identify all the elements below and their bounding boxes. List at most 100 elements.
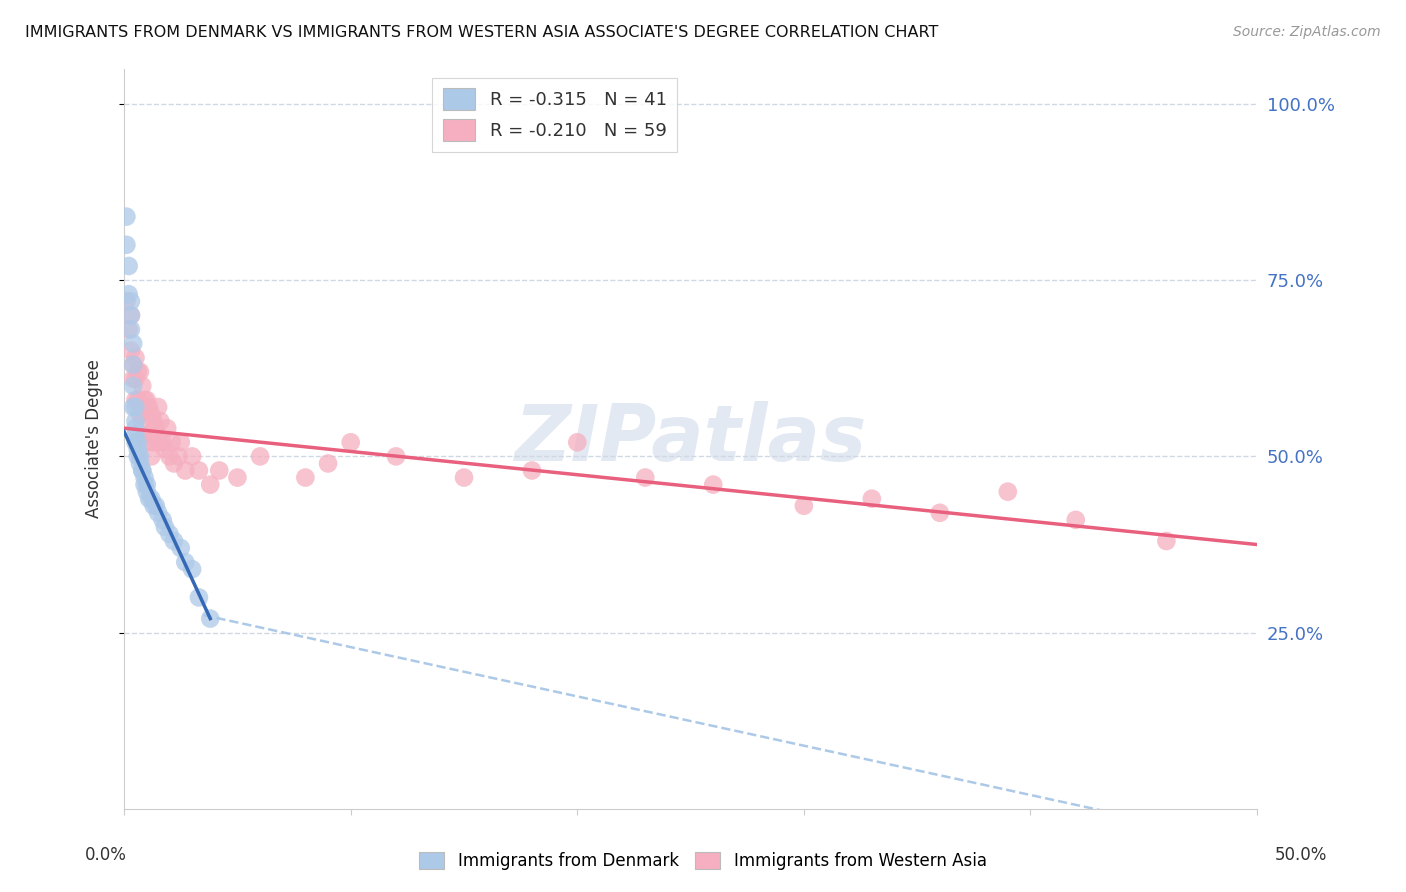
Point xyxy=(153,442,176,457)
Point xyxy=(226,470,249,484)
Point xyxy=(170,435,193,450)
Point xyxy=(793,499,815,513)
Point xyxy=(129,407,152,421)
Point xyxy=(174,555,197,569)
Point xyxy=(124,428,146,442)
Point xyxy=(122,336,145,351)
Point xyxy=(860,491,883,506)
Point xyxy=(160,435,183,450)
Point xyxy=(138,491,160,506)
Text: ZIPatlas: ZIPatlas xyxy=(515,401,866,476)
Point xyxy=(145,421,167,435)
Point xyxy=(1064,513,1087,527)
Point xyxy=(163,457,186,471)
Point xyxy=(152,513,174,527)
Point xyxy=(131,414,153,428)
Point xyxy=(145,499,167,513)
Point xyxy=(115,294,138,309)
Point xyxy=(120,309,142,323)
Point xyxy=(567,435,589,450)
Point xyxy=(174,463,197,477)
Point xyxy=(127,392,149,407)
Point xyxy=(208,463,231,477)
Point xyxy=(118,322,141,336)
Point xyxy=(187,591,209,605)
Point xyxy=(997,484,1019,499)
Point xyxy=(163,534,186,549)
Point xyxy=(134,477,156,491)
Point xyxy=(131,463,153,477)
Point xyxy=(122,372,145,386)
Point xyxy=(124,392,146,407)
Point xyxy=(120,294,142,309)
Point xyxy=(135,435,157,450)
Point xyxy=(129,365,152,379)
Point xyxy=(131,379,153,393)
Point xyxy=(385,450,408,464)
Point xyxy=(294,470,316,484)
Point xyxy=(115,210,138,224)
Point xyxy=(146,435,169,450)
Point xyxy=(124,400,146,414)
Point xyxy=(124,435,146,450)
Point xyxy=(1156,534,1178,549)
Y-axis label: Associate's Degree: Associate's Degree xyxy=(86,359,103,518)
Point xyxy=(141,491,163,506)
Point xyxy=(135,484,157,499)
Point xyxy=(122,358,145,372)
Point xyxy=(124,372,146,386)
Point xyxy=(127,450,149,464)
Point xyxy=(134,470,156,484)
Point xyxy=(181,450,204,464)
Point xyxy=(134,392,156,407)
Legend: R = -0.315   N = 41, R = -0.210   N = 59: R = -0.315 N = 41, R = -0.210 N = 59 xyxy=(432,78,678,153)
Point xyxy=(120,343,142,358)
Point xyxy=(200,477,222,491)
Point xyxy=(127,435,149,450)
Point xyxy=(928,506,950,520)
Point xyxy=(149,414,172,428)
Point xyxy=(520,463,543,477)
Point xyxy=(134,428,156,442)
Point xyxy=(702,477,724,491)
Point xyxy=(153,520,176,534)
Text: 50.0%: 50.0% xyxy=(1274,846,1327,863)
Point xyxy=(129,457,152,471)
Point xyxy=(146,400,169,414)
Point xyxy=(120,309,142,323)
Point xyxy=(118,259,141,273)
Point xyxy=(142,499,165,513)
Point xyxy=(135,392,157,407)
Point xyxy=(138,400,160,414)
Point xyxy=(316,457,339,471)
Point xyxy=(135,477,157,491)
Point xyxy=(453,470,475,484)
Point xyxy=(634,470,657,484)
Point xyxy=(141,450,163,464)
Point xyxy=(124,351,146,365)
Point xyxy=(122,379,145,393)
Point xyxy=(118,287,141,301)
Point xyxy=(124,414,146,428)
Point xyxy=(142,435,165,450)
Text: 0.0%: 0.0% xyxy=(84,846,127,863)
Point xyxy=(187,463,209,477)
Point xyxy=(170,541,193,555)
Point xyxy=(122,358,145,372)
Point xyxy=(124,421,146,435)
Point xyxy=(200,611,222,625)
Point xyxy=(141,407,163,421)
Text: IMMIGRANTS FROM DENMARK VS IMMIGRANTS FROM WESTERN ASIA ASSOCIATE'S DEGREE CORRE: IMMIGRANTS FROM DENMARK VS IMMIGRANTS FR… xyxy=(25,25,939,40)
Point xyxy=(159,527,181,541)
Point xyxy=(167,450,190,464)
Point xyxy=(142,414,165,428)
Point xyxy=(120,322,142,336)
Legend: Immigrants from Denmark, Immigrants from Western Asia: Immigrants from Denmark, Immigrants from… xyxy=(412,845,994,877)
Point xyxy=(181,562,204,576)
Point xyxy=(138,428,160,442)
Point xyxy=(152,435,174,450)
Point xyxy=(127,442,149,457)
Point xyxy=(115,237,138,252)
Point xyxy=(131,463,153,477)
Point xyxy=(249,450,271,464)
